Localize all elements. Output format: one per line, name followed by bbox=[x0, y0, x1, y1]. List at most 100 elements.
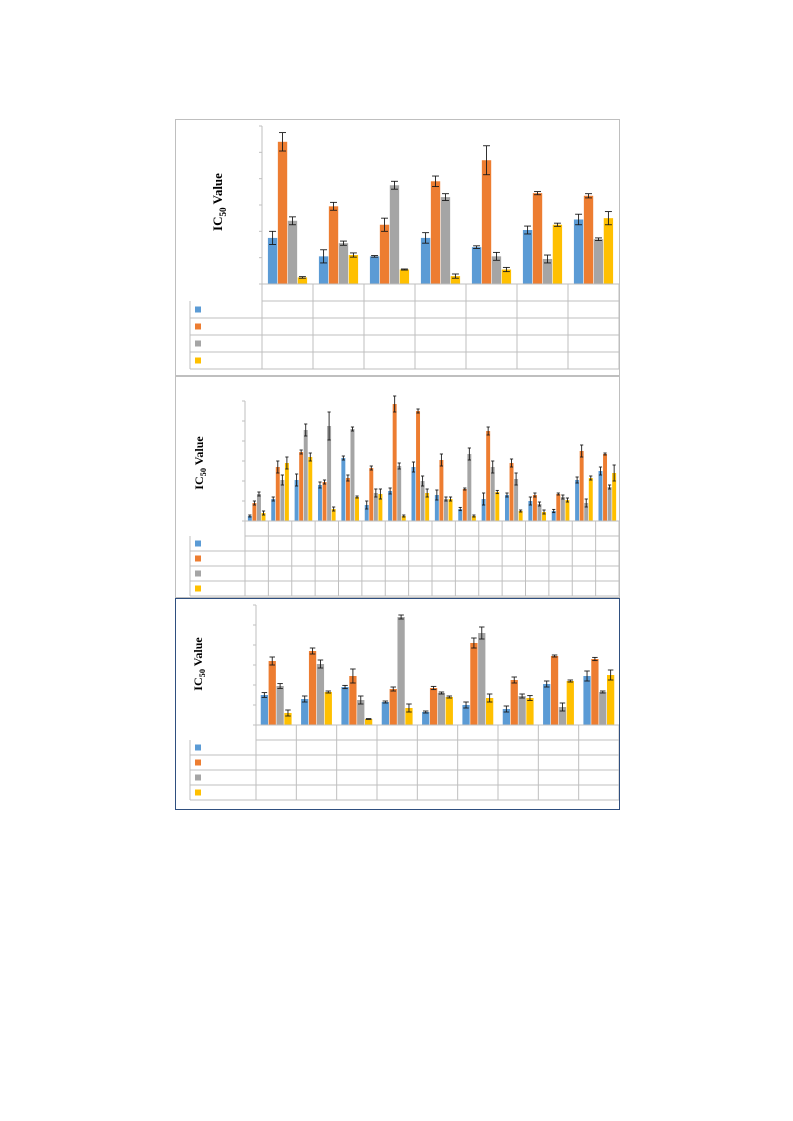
bar-s2-c6 bbox=[532, 193, 543, 284]
error-bar-s4-c4 bbox=[332, 506, 336, 512]
error-bar-s1-c6 bbox=[524, 225, 532, 235]
bar-s2-c15 bbox=[579, 451, 584, 521]
legend-key-1 bbox=[195, 306, 201, 313]
error-bar-s2-c1 bbox=[279, 132, 287, 152]
error-bar-s4-c7 bbox=[402, 514, 406, 518]
bar-s3-c1 bbox=[256, 494, 261, 521]
bar-s3-c2 bbox=[338, 243, 349, 284]
chart-panel-2: IC50 Value bbox=[175, 376, 620, 598]
chart-svg-3 bbox=[189, 604, 619, 801]
bar-s2-c12 bbox=[509, 463, 514, 521]
legend-key-1 bbox=[195, 540, 201, 547]
error-bar-s1-c14 bbox=[552, 508, 556, 514]
bar-s2-c2 bbox=[328, 206, 339, 284]
error-bar-s4-c5 bbox=[502, 266, 510, 273]
bar-s3-c6 bbox=[478, 633, 486, 725]
bar-s1-c14 bbox=[551, 511, 556, 521]
legend-key-3 bbox=[195, 774, 201, 781]
error-bar-s2-c3 bbox=[350, 668, 356, 684]
y-axis-label-rest: Value bbox=[191, 436, 206, 468]
error-bar-s2-c2 bbox=[309, 647, 316, 655]
bar-s3-c10 bbox=[467, 454, 472, 521]
error-bar-s4-c5 bbox=[355, 495, 359, 499]
bar-s2-c7 bbox=[392, 404, 397, 521]
error-bar-s4-c12 bbox=[519, 509, 523, 513]
error-bar-s4-c8 bbox=[425, 488, 429, 498]
error-bar-s3-c8 bbox=[559, 702, 566, 712]
legend-key-4 bbox=[195, 789, 201, 796]
error-bar-s3-c1 bbox=[257, 491, 261, 497]
bar-s2-c5 bbox=[429, 688, 438, 725]
error-bar-s2-c6 bbox=[369, 465, 373, 471]
bar-s3-c4 bbox=[440, 197, 451, 284]
chart-panel-1: IC50 Value bbox=[175, 119, 620, 376]
error-bar-s4-c15 bbox=[589, 475, 593, 481]
bar-s4-c4 bbox=[450, 276, 461, 284]
y-axis-label: IC50 Value bbox=[192, 436, 208, 489]
bar-s2-c4 bbox=[322, 482, 327, 521]
error-bar-s1-c4 bbox=[318, 481, 322, 489]
bar-s3-c7 bbox=[593, 239, 604, 284]
bar-s2-c7 bbox=[510, 680, 518, 725]
error-bar-s2-c1 bbox=[269, 656, 275, 666]
error-bar-s3-c13 bbox=[537, 501, 542, 507]
data-table-grid bbox=[189, 520, 619, 597]
bar-s1-c12 bbox=[504, 495, 509, 521]
bar-s1-c2 bbox=[271, 499, 276, 521]
bar-s4-c8 bbox=[566, 681, 574, 725]
bar-s4-c6 bbox=[378, 494, 383, 521]
bar-s4-c1 bbox=[261, 513, 266, 521]
error-bar-s2-c6 bbox=[534, 191, 542, 196]
bar-s3-c13 bbox=[537, 504, 542, 521]
error-bar-s1-c3 bbox=[342, 684, 348, 690]
bar-s3-c2 bbox=[316, 664, 325, 725]
chart-svg-2 bbox=[189, 395, 619, 597]
error-bar-s3-c3 bbox=[358, 695, 364, 705]
error-bar-s2-c3 bbox=[299, 449, 303, 455]
error-bar-s1-c5 bbox=[341, 455, 345, 461]
legend-key-4 bbox=[195, 357, 201, 364]
bar-s1-c9 bbox=[583, 676, 591, 725]
bar-s2-c16 bbox=[603, 454, 608, 521]
bar-s4-c6 bbox=[485, 698, 494, 725]
bar-s4-c5 bbox=[355, 497, 360, 521]
bar-s1-c3 bbox=[369, 256, 380, 284]
error-bar-s4-c5 bbox=[446, 695, 453, 699]
error-bar-s4-c16 bbox=[612, 464, 616, 482]
y-axis-label-main: IC bbox=[191, 476, 206, 490]
error-bar-s4-c11 bbox=[495, 489, 499, 495]
bar-s2-c8 bbox=[550, 656, 559, 725]
legend-key-3 bbox=[195, 570, 201, 577]
error-bar-s1-c5 bbox=[473, 245, 481, 249]
bar-s2-c7 bbox=[583, 195, 594, 284]
error-bar-s1-c2 bbox=[271, 496, 275, 502]
bar-s1-c5 bbox=[341, 458, 346, 521]
error-bar-s3-c2 bbox=[339, 240, 347, 246]
error-bar-s1-c2 bbox=[301, 695, 308, 703]
error-bar-s1-c4 bbox=[382, 700, 389, 704]
bar-s2-c3 bbox=[349, 676, 357, 725]
error-bar-s1-c6 bbox=[463, 701, 469, 709]
bar-s4-c9 bbox=[606, 675, 615, 725]
bar-s3-c16 bbox=[607, 487, 612, 521]
error-bar-s3-c6 bbox=[374, 488, 378, 498]
error-bar-s1-c8 bbox=[543, 680, 550, 688]
error-bar-s3-c4 bbox=[398, 614, 404, 620]
bar-s1-c3 bbox=[294, 480, 299, 521]
bar-s1-c16 bbox=[598, 471, 603, 521]
y-axis-label-subscript: 50 bbox=[199, 467, 209, 477]
error-bar-s2-c8 bbox=[551, 654, 558, 658]
bar-s4-c4 bbox=[405, 708, 413, 725]
error-bar-s1-c3 bbox=[295, 473, 299, 487]
error-bar-s3-c3 bbox=[304, 423, 308, 437]
error-bar-s2-c15 bbox=[580, 444, 584, 458]
bar-s3-c7 bbox=[397, 466, 402, 521]
bar-s1-c5 bbox=[422, 712, 430, 725]
bar-s3-c3 bbox=[303, 430, 308, 521]
bar-s2-c6 bbox=[470, 643, 478, 725]
bar-s1-c2 bbox=[301, 699, 309, 725]
error-bar-s2-c10 bbox=[463, 487, 467, 491]
error-bar-s2-c5 bbox=[346, 474, 350, 482]
error-bar-s3-c2 bbox=[317, 659, 324, 669]
error-bar-s1-c12 bbox=[505, 492, 509, 498]
